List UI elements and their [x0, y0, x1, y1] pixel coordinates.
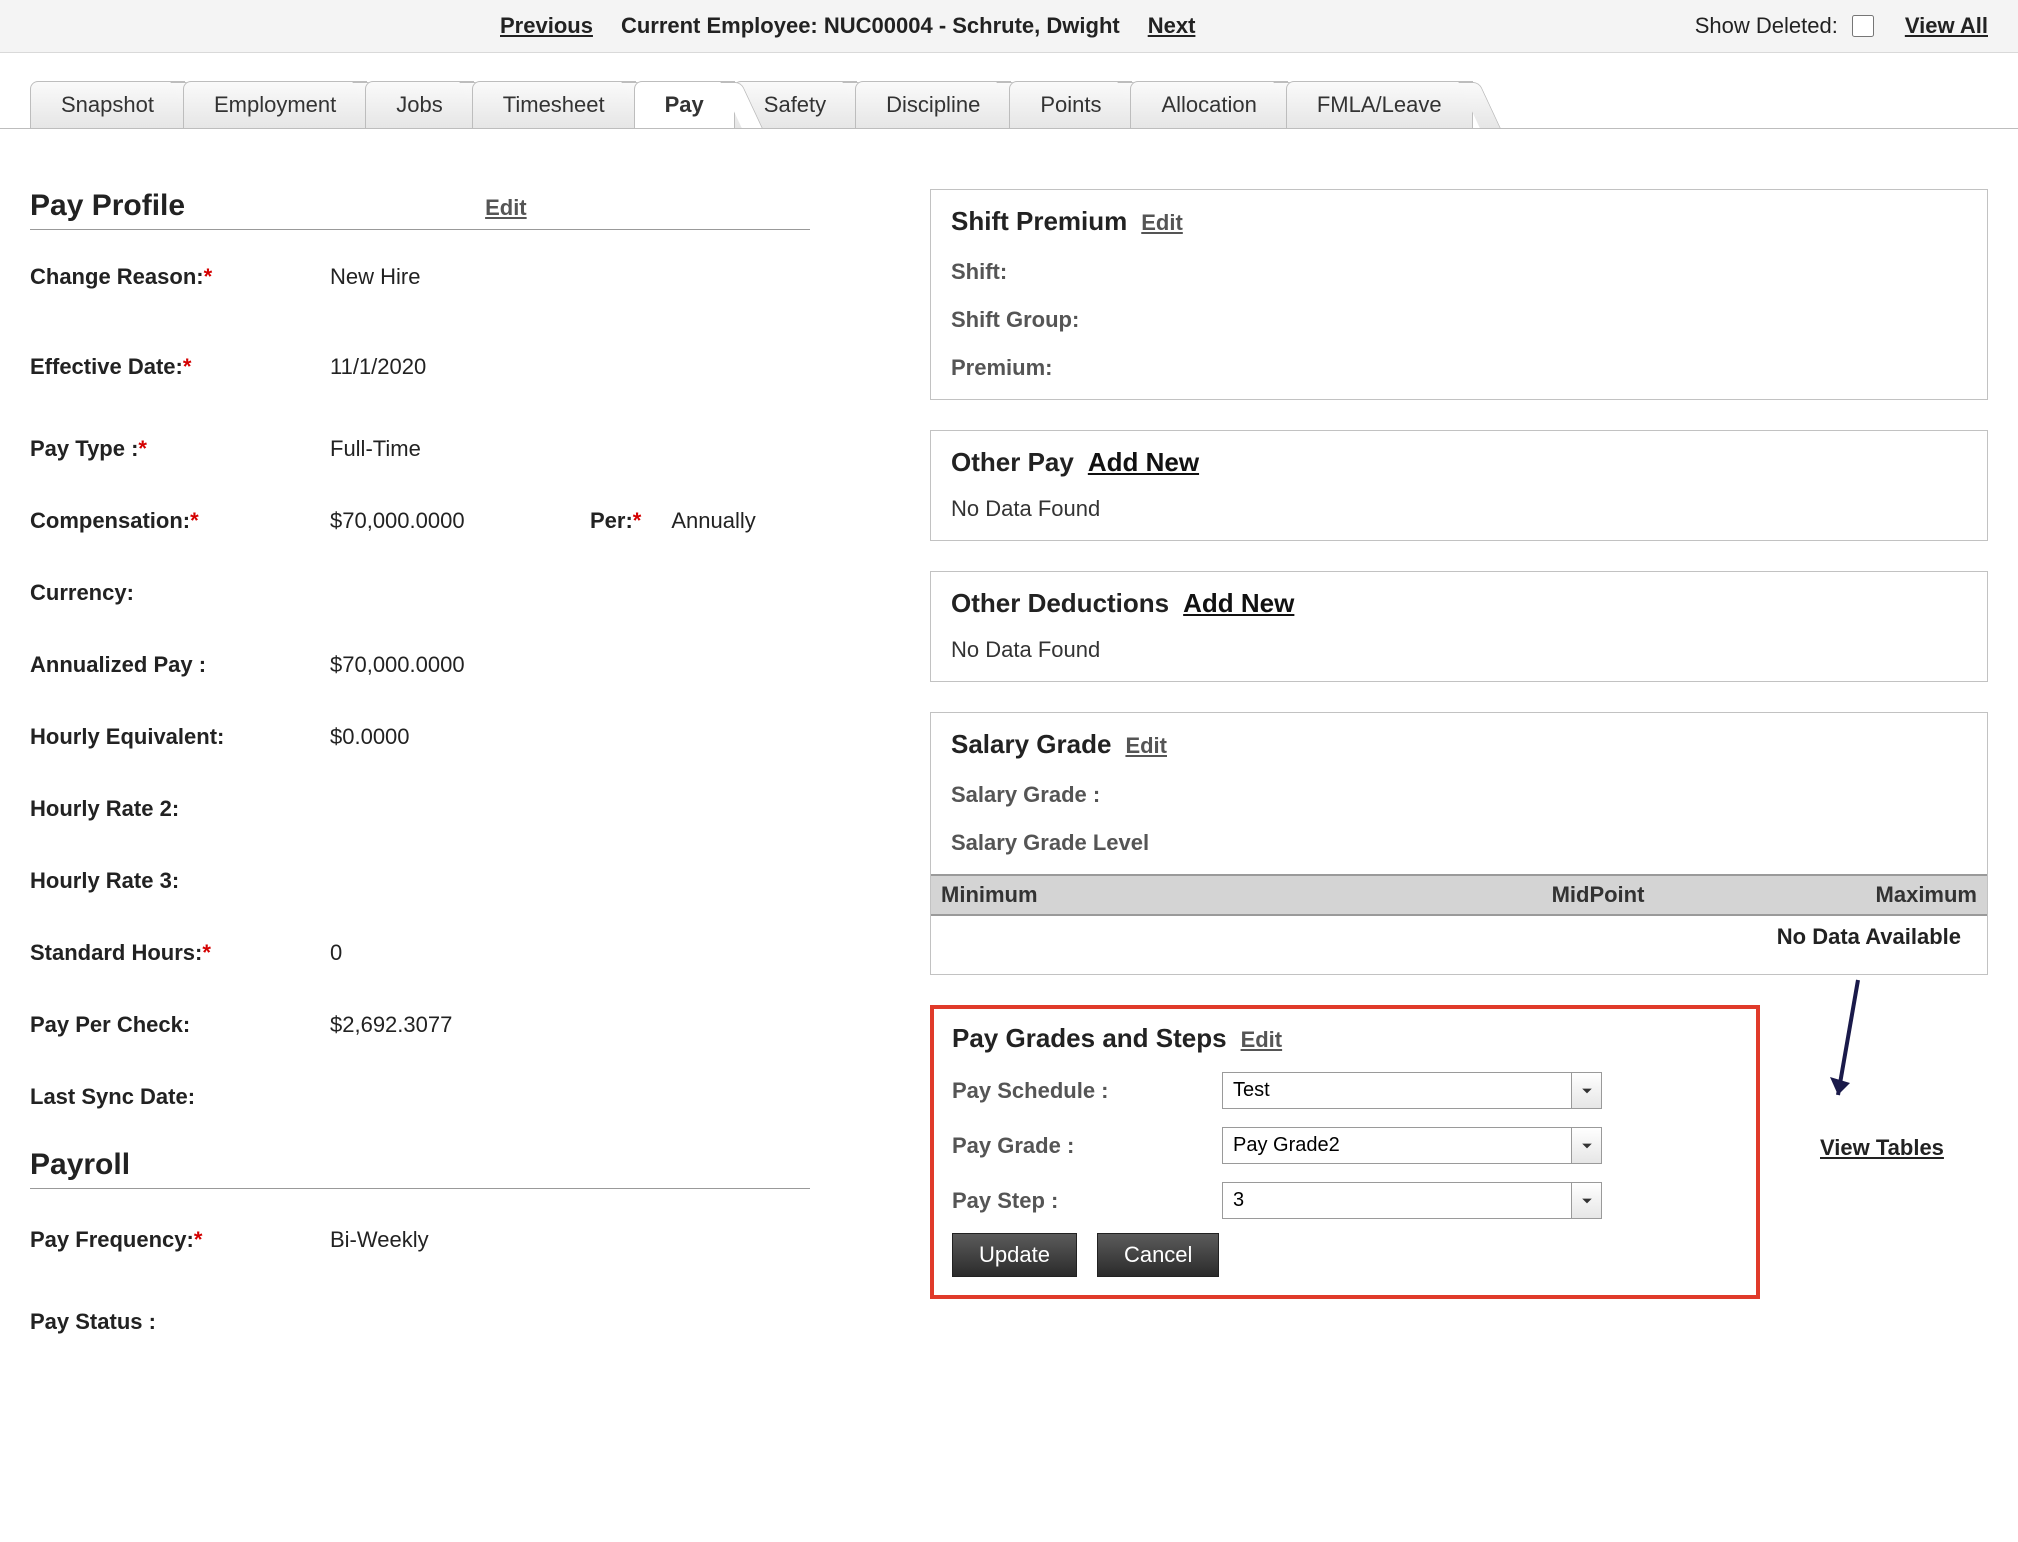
payroll-title: Payroll: [30, 1148, 130, 1182]
last-sync-label: Last Sync Date:: [30, 1084, 330, 1110]
pay-profile-edit-link[interactable]: Edit: [485, 195, 527, 221]
other-pay-empty: No Data Found: [951, 496, 1967, 522]
tab-allocation[interactable]: Allocation: [1130, 81, 1287, 128]
compensation-label: Compensation:: [30, 508, 190, 533]
hourly-eq-label: Hourly Equivalent:: [30, 724, 330, 750]
pay-schedule-combo[interactable]: [1222, 1072, 1602, 1109]
current-employee-label: Current Employee: NUC00004 - Schrute, Dw…: [621, 13, 1120, 39]
std-hours-value: 0: [330, 940, 590, 966]
salary-grade-label: Salary Grade :: [951, 782, 1967, 808]
other-deductions-panel: Other Deductions Add New No Data Found: [930, 571, 1988, 682]
pay-grade-combo[interactable]: [1222, 1127, 1602, 1164]
other-pay-add-link[interactable]: Add New: [1088, 447, 1199, 478]
tab-timesheet[interactable]: Timesheet: [472, 81, 636, 128]
salary-grade-nodata: No Data Available: [951, 916, 1967, 950]
change-reason-label: Change Reason:: [30, 264, 204, 289]
tab-pay[interactable]: Pay: [634, 81, 735, 128]
pay-schedule-label: Pay Schedule :: [952, 1078, 1222, 1104]
view-tables-link[interactable]: View Tables: [1820, 1135, 1944, 1161]
shift-premium-edit-link[interactable]: Edit: [1141, 210, 1183, 236]
effective-date-label: Effective Date:: [30, 354, 183, 379]
pay-grade-input[interactable]: [1223, 1128, 1571, 1163]
effective-date-value: 11/1/2020: [330, 354, 590, 380]
pay-grades-steps-panel: Pay Grades and Steps Edit Pay Schedule :…: [930, 1005, 1760, 1299]
tab-snapshot[interactable]: Snapshot: [30, 81, 185, 128]
chevron-down-icon[interactable]: [1571, 1183, 1601, 1218]
pay-schedule-input[interactable]: [1223, 1073, 1571, 1108]
salary-grade-title: Salary Grade: [951, 729, 1111, 760]
annotation-arrow-icon: [1818, 975, 1878, 1125]
pay-grades-edit-link[interactable]: Edit: [1241, 1027, 1283, 1053]
currency-label: Currency:: [30, 580, 330, 606]
salary-grade-level-label: Salary Grade Level: [951, 830, 1967, 856]
grade-col-min: Minimum: [941, 882, 1379, 908]
salary-grade-edit-link[interactable]: Edit: [1125, 733, 1167, 759]
other-pay-title: Other Pay: [951, 447, 1074, 478]
annualized-value: $70,000.0000: [330, 652, 590, 678]
ppc-label: Pay Per Check:: [30, 1012, 330, 1038]
shift-premium-panel: Shift Premium Edit Shift: Shift Group: P…: [930, 189, 1988, 400]
show-deleted-label: Show Deleted:: [1695, 13, 1838, 39]
show-deleted-checkbox[interactable]: [1852, 15, 1874, 37]
change-reason-value: New Hire: [330, 264, 590, 290]
other-pay-panel: Other Pay Add New No Data Found: [930, 430, 1988, 541]
grade-col-mid: MidPoint: [1379, 882, 1817, 908]
pay-status-label: Pay Status :: [30, 1309, 330, 1335]
pay-profile-title: Pay Profile: [30, 189, 185, 223]
view-all-link[interactable]: View All: [1905, 13, 1988, 39]
pay-type-label: Pay Type :: [30, 436, 138, 461]
ppc-value: $2,692.3077: [330, 1012, 590, 1038]
shift-label: Shift:: [951, 259, 1967, 285]
show-deleted-group: Show Deleted:: [1695, 12, 1877, 40]
hourly3-label: Hourly Rate 3:: [30, 868, 330, 894]
pay-step-label: Pay Step :: [952, 1188, 1222, 1214]
pay-grade-label: Pay Grade :: [952, 1133, 1222, 1159]
pay-freq-value: Bi-Weekly: [330, 1227, 590, 1253]
shift-group-label: Shift Group:: [951, 307, 1967, 333]
hourly-eq-value: $0.0000: [330, 724, 590, 750]
shift-premium-title: Shift Premium: [951, 206, 1127, 237]
tab-bar: SnapshotEmploymentJobsTimesheetPaySafety…: [0, 53, 2018, 129]
annualized-label: Annualized Pay :: [30, 652, 330, 678]
pay-type-value: Full-Time: [330, 436, 590, 462]
top-nav-bar: Previous Current Employee: NUC00004 - Sc…: [0, 0, 2018, 53]
tab-jobs[interactable]: Jobs: [365, 81, 473, 128]
salary-grade-panel: Salary Grade Edit Salary Grade : Salary …: [930, 712, 1988, 975]
tab-fmla-leave[interactable]: FMLA/Leave: [1286, 81, 1473, 128]
chevron-down-icon[interactable]: [1571, 1128, 1601, 1163]
std-hours-label: Standard Hours:: [30, 940, 202, 965]
cancel-button[interactable]: Cancel: [1097, 1233, 1219, 1277]
hourly2-label: Hourly Rate 2:: [30, 796, 330, 822]
per-label: Per:: [590, 508, 633, 533]
previous-link[interactable]: Previous: [500, 13, 593, 39]
tab-discipline[interactable]: Discipline: [855, 81, 1011, 128]
pay-freq-label: Pay Frequency:: [30, 1227, 194, 1252]
tab-points[interactable]: Points: [1009, 81, 1132, 128]
other-deductions-title: Other Deductions: [951, 588, 1169, 619]
premium-label: Premium:: [951, 355, 1967, 381]
other-deductions-empty: No Data Found: [951, 637, 1967, 663]
compensation-value: $70,000.0000: [330, 508, 590, 534]
pay-step-input[interactable]: [1223, 1183, 1571, 1218]
update-button[interactable]: Update: [952, 1233, 1077, 1277]
pay-grades-title: Pay Grades and Steps: [952, 1023, 1227, 1054]
tab-employment[interactable]: Employment: [183, 81, 367, 128]
pay-step-combo[interactable]: [1222, 1182, 1602, 1219]
chevron-down-icon[interactable]: [1571, 1073, 1601, 1108]
next-link[interactable]: Next: [1148, 13, 1196, 39]
grade-col-max: Maximum: [1817, 882, 1977, 908]
per-value: Annually: [671, 508, 755, 534]
other-deductions-add-link[interactable]: Add New: [1183, 588, 1294, 619]
